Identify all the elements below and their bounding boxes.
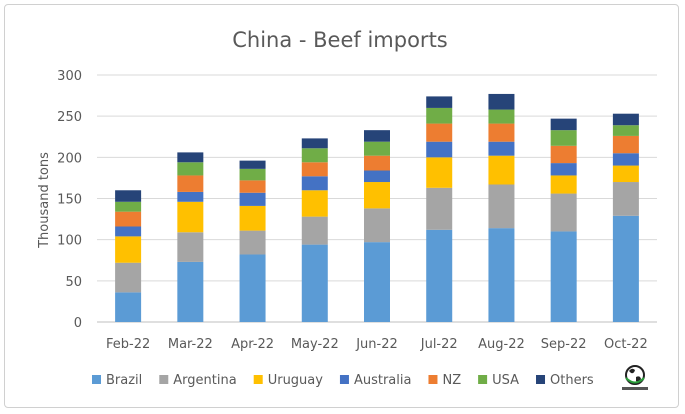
bar-segment-argentina (488, 184, 515, 229)
bar-segment-nz (239, 180, 266, 193)
bar-segment-usa (115, 201, 142, 212)
bar-segment-brazil (239, 254, 266, 322)
legend-swatch (159, 375, 169, 384)
bar-segment-uruguay (364, 182, 390, 209)
legend-label: Brazil (106, 373, 142, 388)
bar-segment-argentina (426, 187, 453, 230)
bar-segment-uruguay (239, 205, 266, 231)
y-tick-label: 200 (57, 151, 82, 166)
bar-segment-australia (115, 226, 142, 237)
x-tick-label: Feb-22 (106, 337, 150, 352)
chart-frame (4, 4, 679, 408)
bar-segment-others (612, 113, 639, 126)
legend-label: Australia (354, 373, 412, 388)
bar-segment-australia (612, 153, 639, 166)
y-tick-label: 100 (57, 234, 82, 249)
legend-swatch (339, 375, 349, 384)
y-tick-label: 0 (74, 316, 82, 331)
bar-segment-australia (239, 192, 266, 206)
bar-segment-others (364, 130, 390, 142)
y-tick-label: 50 (65, 275, 82, 290)
legend-label: NZ (442, 373, 461, 388)
bar-segment-nz (115, 211, 142, 227)
bar-segment-brazil (612, 215, 639, 322)
bar-segment-argentina (301, 216, 328, 245)
bar-segment-nz (550, 145, 577, 164)
bar-segment-argentina (115, 262, 142, 293)
y-tick-label: 150 (57, 193, 82, 208)
bar-segment-usa (177, 162, 204, 176)
chart-title: China - Beef imports (232, 28, 448, 52)
bar-segment-nz (612, 135, 639, 154)
bar-segment-usa (301, 148, 328, 163)
bar-segment-brazil (426, 229, 453, 322)
y-tick-label: 250 (57, 110, 82, 125)
bar-segment-usa (426, 107, 453, 124)
x-tick-label: May-22 (291, 337, 339, 352)
bar-segment-nz (177, 175, 204, 192)
bar-segment-brazil (550, 231, 577, 322)
bar-segment-uruguay (550, 175, 577, 194)
bar-segment-nz (488, 123, 515, 142)
x-tick-label: Mar-22 (168, 337, 213, 352)
legend-swatch (253, 375, 263, 384)
bar-segment-uruguay (426, 157, 453, 188)
bar-segment-argentina (364, 208, 390, 243)
bar-segment-argentina (239, 230, 266, 255)
bar-segment-others (301, 138, 328, 149)
bar-segment-others (426, 96, 453, 108)
legend-label: Others (550, 373, 594, 388)
bar-segment-australia (426, 141, 453, 158)
bar-segment-australia (364, 170, 390, 183)
legend-label: Argentina (173, 373, 236, 388)
x-tick-label: Sep-22 (541, 337, 587, 352)
legend-swatch (536, 375, 546, 384)
bar-segment-argentina (550, 193, 577, 232)
bar-segment-usa (364, 141, 390, 156)
bar-segment-nz (364, 155, 390, 171)
globe-logo-icon (622, 365, 648, 390)
bar-segment-brazil (301, 244, 328, 322)
bar-segment-australia (301, 176, 328, 191)
bar-segment-others (177, 152, 204, 163)
bar-segment-argentina (612, 182, 639, 216)
bar-segment-others (488, 93, 515, 110)
bar-segment-usa (488, 109, 515, 124)
bar-segment-uruguay (488, 155, 515, 185)
bar-segment-others (550, 118, 577, 131)
bar-segment-usa (612, 125, 639, 136)
bar-segment-nz (301, 162, 328, 177)
y-tick-label: 300 (57, 69, 82, 84)
bar-segment-australia (550, 163, 577, 176)
bar-segment-brazil (177, 261, 204, 322)
legend-swatch (428, 375, 438, 384)
bar-segment-argentina (177, 232, 204, 262)
bar-segment-usa (550, 130, 577, 146)
bar-segment-brazil (364, 242, 390, 322)
bar-segment-usa (239, 168, 266, 181)
x-tick-label: Apr-22 (231, 337, 274, 352)
x-tick-label: Aug-22 (478, 337, 525, 352)
x-tick-label: Jul-22 (420, 337, 458, 352)
legend-swatch (478, 375, 488, 384)
y-axis-label: Thousand tons (37, 152, 52, 249)
bar-segment-uruguay (115, 236, 142, 263)
x-tick-label: Oct-22 (604, 337, 648, 352)
legend-swatch (92, 375, 101, 384)
bar-segment-others (115, 190, 142, 202)
bar-segment-brazil (115, 292, 142, 322)
bar-segment-uruguay (301, 190, 328, 217)
bar-segment-brazil (488, 228, 515, 322)
bar-segment-others (239, 160, 266, 169)
bar-segment-uruguay (612, 165, 639, 183)
legend-label: Uruguay (268, 373, 324, 388)
bar-segment-australia (177, 191, 204, 202)
bar-segment-australia (488, 141, 515, 156)
legend-label: USA (492, 373, 519, 388)
x-tick-label: Jun-22 (355, 337, 398, 352)
bar-segment-uruguay (177, 201, 204, 233)
bar-segment-nz (426, 123, 453, 142)
